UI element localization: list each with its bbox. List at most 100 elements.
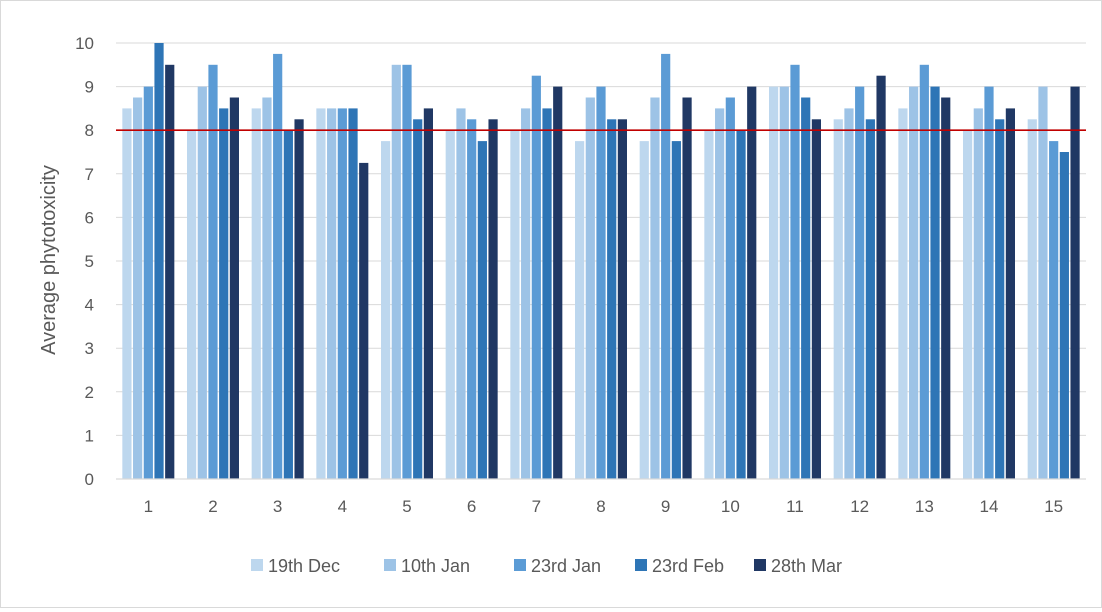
bar xyxy=(262,97,272,479)
legend-swatch xyxy=(754,559,766,571)
y-tick-label: 5 xyxy=(85,252,94,271)
bar xyxy=(467,119,477,480)
x-tick-label: 8 xyxy=(596,497,605,516)
y-tick-label: 6 xyxy=(85,208,94,227)
legend-item: 10th Jan xyxy=(384,556,470,576)
legend-label: 19th Dec xyxy=(268,556,340,576)
bar xyxy=(531,75,541,479)
bar xyxy=(1005,108,1015,480)
x-tick-label: 15 xyxy=(1044,497,1063,516)
legend: 19th Dec 10th Jan 23rd Jan 23rd Feb 28th Mar xyxy=(251,556,842,576)
bar xyxy=(725,97,735,479)
y-tick-label: 7 xyxy=(85,165,94,184)
bar xyxy=(122,108,132,480)
bar xyxy=(661,53,671,480)
bar xyxy=(650,97,660,479)
bar xyxy=(251,108,261,480)
legend-item: 23rd Feb xyxy=(635,556,724,576)
bar xyxy=(607,119,617,480)
bar xyxy=(283,130,293,479)
x-tick-label: 14 xyxy=(980,497,999,516)
bar xyxy=(208,64,218,480)
y-tick-label: 4 xyxy=(85,296,94,315)
bar xyxy=(801,97,811,479)
bar xyxy=(909,86,919,479)
legend-label: 28th Mar xyxy=(771,556,842,576)
x-tick-label: 11 xyxy=(786,497,804,516)
bar xyxy=(273,53,283,480)
bar xyxy=(1059,152,1069,479)
bar xyxy=(337,108,347,480)
bar xyxy=(930,86,940,479)
bar xyxy=(316,108,326,480)
bar xyxy=(995,119,1005,480)
bar xyxy=(682,97,692,479)
bar xyxy=(165,64,175,480)
bar xyxy=(381,141,391,479)
bar xyxy=(811,119,821,480)
y-tick-label: 10 xyxy=(75,34,94,53)
bar xyxy=(1049,141,1059,479)
bar xyxy=(617,119,627,480)
legend-label: 10th Jan xyxy=(401,556,470,576)
y-tick-label: 1 xyxy=(85,426,94,445)
y-tick-label: 2 xyxy=(85,383,94,402)
bar xyxy=(941,97,951,479)
bar xyxy=(790,64,800,480)
x-tick-label: 12 xyxy=(850,497,869,516)
legend-label: 23rd Feb xyxy=(652,556,724,576)
bar xyxy=(865,119,875,480)
legend-label: 23rd Jan xyxy=(531,556,601,576)
legend-swatch xyxy=(635,559,647,571)
x-tick-label: 6 xyxy=(467,497,476,516)
x-tick-label: 2 xyxy=(208,497,217,516)
bar xyxy=(154,43,164,479)
bar xyxy=(445,130,455,479)
bar xyxy=(510,130,520,479)
bar xyxy=(553,86,563,479)
bar xyxy=(639,141,649,479)
bar xyxy=(747,86,757,479)
bar xyxy=(671,141,681,479)
bar xyxy=(423,108,433,480)
bar xyxy=(575,141,585,479)
x-tick-label: 3 xyxy=(273,497,282,516)
bar xyxy=(919,64,929,480)
bar xyxy=(359,162,369,479)
bar xyxy=(876,75,886,479)
bars xyxy=(122,43,1080,480)
x-tick-label: 13 xyxy=(915,497,934,516)
bar xyxy=(1027,119,1037,480)
bar xyxy=(143,86,153,479)
bar xyxy=(413,119,423,480)
bar xyxy=(229,97,239,479)
y-tick-label: 8 xyxy=(85,121,94,140)
bar xyxy=(585,97,595,479)
bar xyxy=(456,108,466,480)
y-axis-label: Average phytotoxicity xyxy=(38,165,60,355)
bar xyxy=(715,108,725,480)
bar xyxy=(197,86,207,479)
bar xyxy=(984,86,994,479)
bar xyxy=(477,141,487,479)
bar xyxy=(736,130,746,479)
x-tick-label: 4 xyxy=(338,497,347,516)
bar xyxy=(294,119,304,480)
bar xyxy=(898,108,908,480)
bar xyxy=(488,119,498,480)
bar xyxy=(187,130,197,479)
legend-swatch xyxy=(251,559,263,571)
bar xyxy=(1070,86,1080,479)
bar xyxy=(542,108,552,480)
bar xyxy=(1038,86,1048,479)
bar xyxy=(402,64,412,480)
x-tick-label: 5 xyxy=(402,497,411,516)
bar xyxy=(327,108,337,480)
y-tick-label: 0 xyxy=(85,470,94,489)
bar xyxy=(704,130,714,479)
bar xyxy=(973,108,983,480)
legend-swatch xyxy=(514,559,526,571)
bar xyxy=(844,108,854,480)
